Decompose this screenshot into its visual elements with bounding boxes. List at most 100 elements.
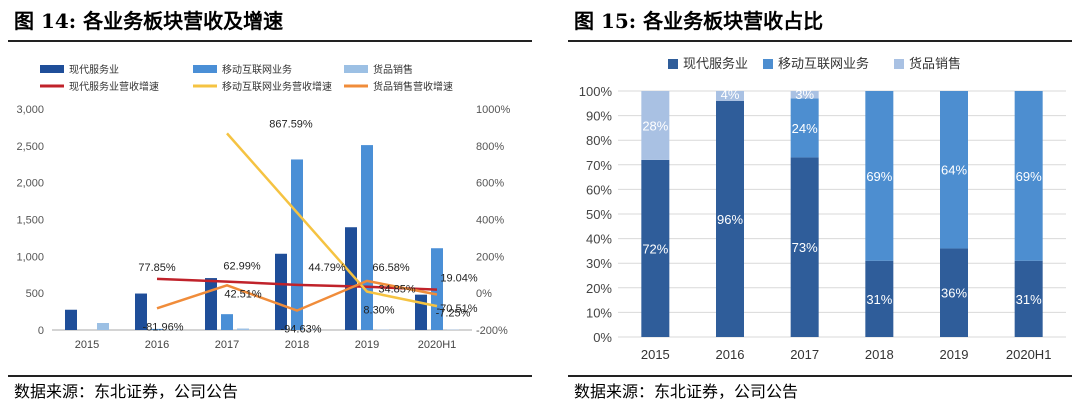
x-tick-label: 2015: [75, 339, 99, 351]
data-label: 8.30%: [363, 305, 394, 317]
y-tick-label: 10%: [586, 305, 612, 320]
y-tick-label: 90%: [586, 109, 612, 124]
legend-swatch: [40, 65, 64, 73]
data-label: 42.51%: [224, 288, 262, 300]
data-label: 19.04%: [440, 273, 478, 285]
x-tick-label: 2015: [641, 347, 670, 362]
legend-label: 货品销售: [373, 63, 413, 76]
y-tick-label: 40%: [586, 232, 612, 247]
segment-label: 4%: [721, 87, 740, 102]
y2-tick-label: 600%: [476, 178, 504, 190]
figure-15-title: 图 15: 各业务板块营收占比: [574, 9, 824, 33]
legend-swatch: [763, 59, 773, 69]
y2-tick-label: 1000%: [476, 104, 510, 116]
bar: [65, 309, 77, 330]
y-tick-label: 500: [26, 288, 44, 300]
stack-segment: [865, 91, 894, 261]
revenue-share-panel: 图 15: 各业务板块营收占比 现代服务业 移动互联网业务 货品销售 0% 10% 20%…: [560, 0, 1080, 410]
y-tick-label: 30%: [586, 256, 612, 271]
data-label: 34.85%: [378, 284, 416, 296]
bar: [97, 323, 109, 330]
x-tick-label: 2020H1: [1006, 347, 1052, 362]
x-tick-label: 2018: [865, 347, 894, 362]
legend-swatch: [894, 59, 904, 69]
legend-label: 货品销售营收增速: [373, 80, 453, 93]
bar: [361, 145, 373, 330]
legend-label: 移动互联网业务营收增速: [222, 80, 332, 93]
data-label: -81.96%: [143, 321, 184, 333]
bar: [237, 328, 249, 330]
title-rule: [568, 40, 1072, 42]
legend-swatch: [668, 59, 678, 69]
figure-15-source: 数据来源：东北证券，公司公告: [574, 382, 799, 401]
series-line: [156, 277, 438, 291]
bar: [291, 159, 303, 330]
y2-tick-label: 800%: [476, 141, 504, 153]
x-tick-label: 2019: [355, 339, 379, 351]
stack-segment: [790, 157, 819, 337]
bar: [415, 294, 427, 330]
data-label: -94.63%: [281, 324, 322, 336]
stack-segment: [716, 100, 744, 337]
data-label: 62.99%: [223, 261, 261, 273]
y-tick-label: 50%: [586, 207, 612, 222]
data-label: 66.58%: [372, 262, 410, 274]
bar: [275, 253, 287, 330]
segment-label: 31%: [1016, 292, 1042, 307]
legend-label: 现代服务业: [683, 56, 748, 71]
y-tick-label: 0: [38, 325, 44, 337]
x-tick-label: 2016: [716, 347, 745, 362]
legend: 现代服务业 移动互联网业务 货品销售: [668, 56, 961, 71]
legend-label: 货品销售: [909, 56, 961, 71]
segment-label: 96%: [717, 212, 743, 227]
segment-label: 31%: [866, 292, 892, 307]
y2-tick-label: 0%: [476, 288, 492, 300]
bar-series-2: [97, 323, 459, 330]
stack-segment: [940, 91, 968, 249]
y-tick-label: 20%: [586, 281, 612, 296]
y-tick-label: 2,500: [16, 141, 44, 153]
legend-label: 现代服务业营收增速: [69, 80, 159, 93]
segment-label: 36%: [941, 286, 967, 301]
y-tick-label: 60%: [586, 182, 612, 197]
legend-label: 移动互联网业务: [222, 63, 292, 76]
line-series-1: [226, 132, 438, 308]
segment-label: 73%: [792, 240, 818, 255]
data-label: 867.59%: [269, 118, 313, 130]
y-tick-label: 1,500: [16, 215, 44, 227]
legend-swatch: [193, 65, 217, 73]
series-line: [226, 132, 438, 308]
legend-swatch: [344, 65, 368, 73]
bar-series-1: [151, 145, 443, 330]
data-label: -7.25%: [436, 308, 471, 320]
segment-label: 3%: [795, 87, 814, 102]
y-tick-label: 3,000: [16, 104, 44, 116]
x-tick-label: 2019: [940, 347, 969, 362]
revenue-share-chart: 现代服务业 移动互联网业务 货品销售 0% 10% 20% 30% 40% 50% 60% 70% 8…: [579, 56, 1066, 362]
bar: [205, 278, 217, 330]
stack-segment: [716, 91, 744, 101]
stack-segment: [1014, 91, 1043, 261]
line-series-0: [156, 277, 438, 291]
data-label: 77.85%: [138, 262, 176, 274]
y-tick-label: 0%: [593, 330, 612, 345]
bar: [221, 314, 233, 330]
stack-segment: [790, 91, 819, 99]
stack-segment: [940, 248, 968, 337]
source-rule: [568, 375, 1072, 377]
y-tick-label: 100%: [579, 84, 613, 99]
stack-segment: [641, 91, 670, 160]
y-tick-label: 1,000: [16, 251, 44, 263]
data-label: 44.79%: [308, 262, 346, 274]
source-rule: [8, 375, 532, 377]
stack-segment: [1014, 260, 1043, 337]
segment-label: 72%: [642, 241, 668, 256]
stack-segment: [790, 98, 819, 158]
legend-label: 移动互联网业务: [778, 56, 869, 71]
stack-segment: [865, 260, 894, 337]
stack-series-2: [641, 91, 819, 160]
y2-tick-label: 400%: [476, 215, 504, 227]
series-line: [156, 279, 438, 312]
x-tick-label: 2020H1: [418, 339, 457, 351]
